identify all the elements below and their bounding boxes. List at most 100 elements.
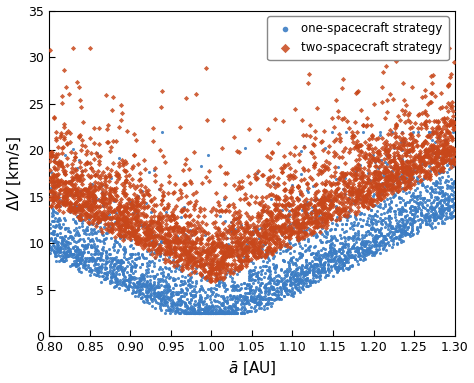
two-spacecraft strategy [379,185,387,191]
one-spacecraft strategy [394,183,402,189]
one-spacecraft strategy [144,289,152,295]
one-spacecraft strategy [269,285,277,291]
one-spacecraft strategy [80,249,88,255]
one-spacecraft strategy [47,229,55,236]
two-spacecraft strategy [66,205,73,211]
one-spacecraft strategy [333,268,340,274]
two-spacecraft strategy [123,219,131,225]
one-spacecraft strategy [326,257,334,264]
two-spacecraft strategy [71,181,79,187]
one-spacecraft strategy [52,258,59,264]
two-spacecraft strategy [131,236,139,242]
two-spacecraft strategy [216,270,223,276]
one-spacecraft strategy [438,203,445,209]
one-spacecraft strategy [370,203,377,209]
one-spacecraft strategy [58,198,66,204]
two-spacecraft strategy [324,197,332,203]
two-spacecraft strategy [121,216,129,222]
two-spacecraft strategy [372,175,379,182]
one-spacecraft strategy [399,222,407,228]
one-spacecraft strategy [66,234,74,240]
two-spacecraft strategy [355,144,362,150]
one-spacecraft strategy [447,184,455,190]
one-spacecraft strategy [362,248,369,254]
one-spacecraft strategy [48,213,56,219]
two-spacecraft strategy [247,193,255,199]
one-spacecraft strategy [257,305,265,311]
two-spacecraft strategy [387,144,394,151]
two-spacecraft strategy [369,177,376,183]
one-spacecraft strategy [155,241,163,247]
two-spacecraft strategy [310,207,318,213]
two-spacecraft strategy [170,190,177,196]
two-spacecraft strategy [361,195,369,201]
one-spacecraft strategy [365,231,373,237]
two-spacecraft strategy [103,139,111,145]
one-spacecraft strategy [81,258,88,264]
one-spacecraft strategy [388,229,395,235]
two-spacecraft strategy [137,201,144,207]
one-spacecraft strategy [265,295,273,301]
one-spacecraft strategy [428,205,436,211]
two-spacecraft strategy [330,138,337,144]
one-spacecraft strategy [251,264,258,270]
one-spacecraft strategy [357,241,365,247]
two-spacecraft strategy [67,199,74,205]
one-spacecraft strategy [331,254,338,260]
one-spacecraft strategy [216,280,223,286]
one-spacecraft strategy [357,223,365,229]
one-spacecraft strategy [103,255,111,261]
two-spacecraft strategy [369,135,376,141]
one-spacecraft strategy [261,263,269,269]
one-spacecraft strategy [438,206,445,212]
one-spacecraft strategy [264,255,272,261]
two-spacecraft strategy [262,232,269,238]
one-spacecraft strategy [220,310,228,316]
two-spacecraft strategy [173,239,181,246]
two-spacecraft strategy [338,154,346,160]
two-spacecraft strategy [351,185,358,191]
two-spacecraft strategy [272,194,279,200]
two-spacecraft strategy [218,239,225,245]
one-spacecraft strategy [174,275,182,281]
two-spacecraft strategy [208,258,216,264]
two-spacecraft strategy [97,153,104,159]
two-spacecraft strategy [47,154,55,160]
two-spacecraft strategy [77,192,84,198]
two-spacecraft strategy [294,221,301,228]
one-spacecraft strategy [365,238,372,244]
two-spacecraft strategy [96,203,104,209]
one-spacecraft strategy [211,310,219,316]
two-spacecraft strategy [198,272,205,278]
two-spacecraft strategy [161,236,169,242]
one-spacecraft strategy [266,280,274,286]
two-spacecraft strategy [123,213,130,219]
one-spacecraft strategy [247,295,255,301]
one-spacecraft strategy [343,217,351,223]
one-spacecraft strategy [406,197,414,203]
one-spacecraft strategy [416,224,424,230]
two-spacecraft strategy [67,169,74,175]
one-spacecraft strategy [339,262,346,268]
two-spacecraft strategy [58,100,66,106]
one-spacecraft strategy [422,187,430,193]
two-spacecraft strategy [251,236,258,242]
two-spacecraft strategy [414,167,421,173]
two-spacecraft strategy [203,231,210,237]
two-spacecraft strategy [401,108,409,115]
one-spacecraft strategy [380,198,387,204]
one-spacecraft strategy [331,261,339,267]
one-spacecraft strategy [187,309,194,315]
one-spacecraft strategy [237,310,245,316]
two-spacecraft strategy [366,142,374,148]
two-spacecraft strategy [403,147,410,153]
two-spacecraft strategy [320,203,328,210]
one-spacecraft strategy [73,260,80,266]
one-spacecraft strategy [174,306,182,312]
one-spacecraft strategy [83,204,91,210]
one-spacecraft strategy [314,273,321,280]
two-spacecraft strategy [207,265,215,271]
one-spacecraft strategy [331,250,339,256]
two-spacecraft strategy [272,205,279,211]
one-spacecraft strategy [410,167,418,173]
